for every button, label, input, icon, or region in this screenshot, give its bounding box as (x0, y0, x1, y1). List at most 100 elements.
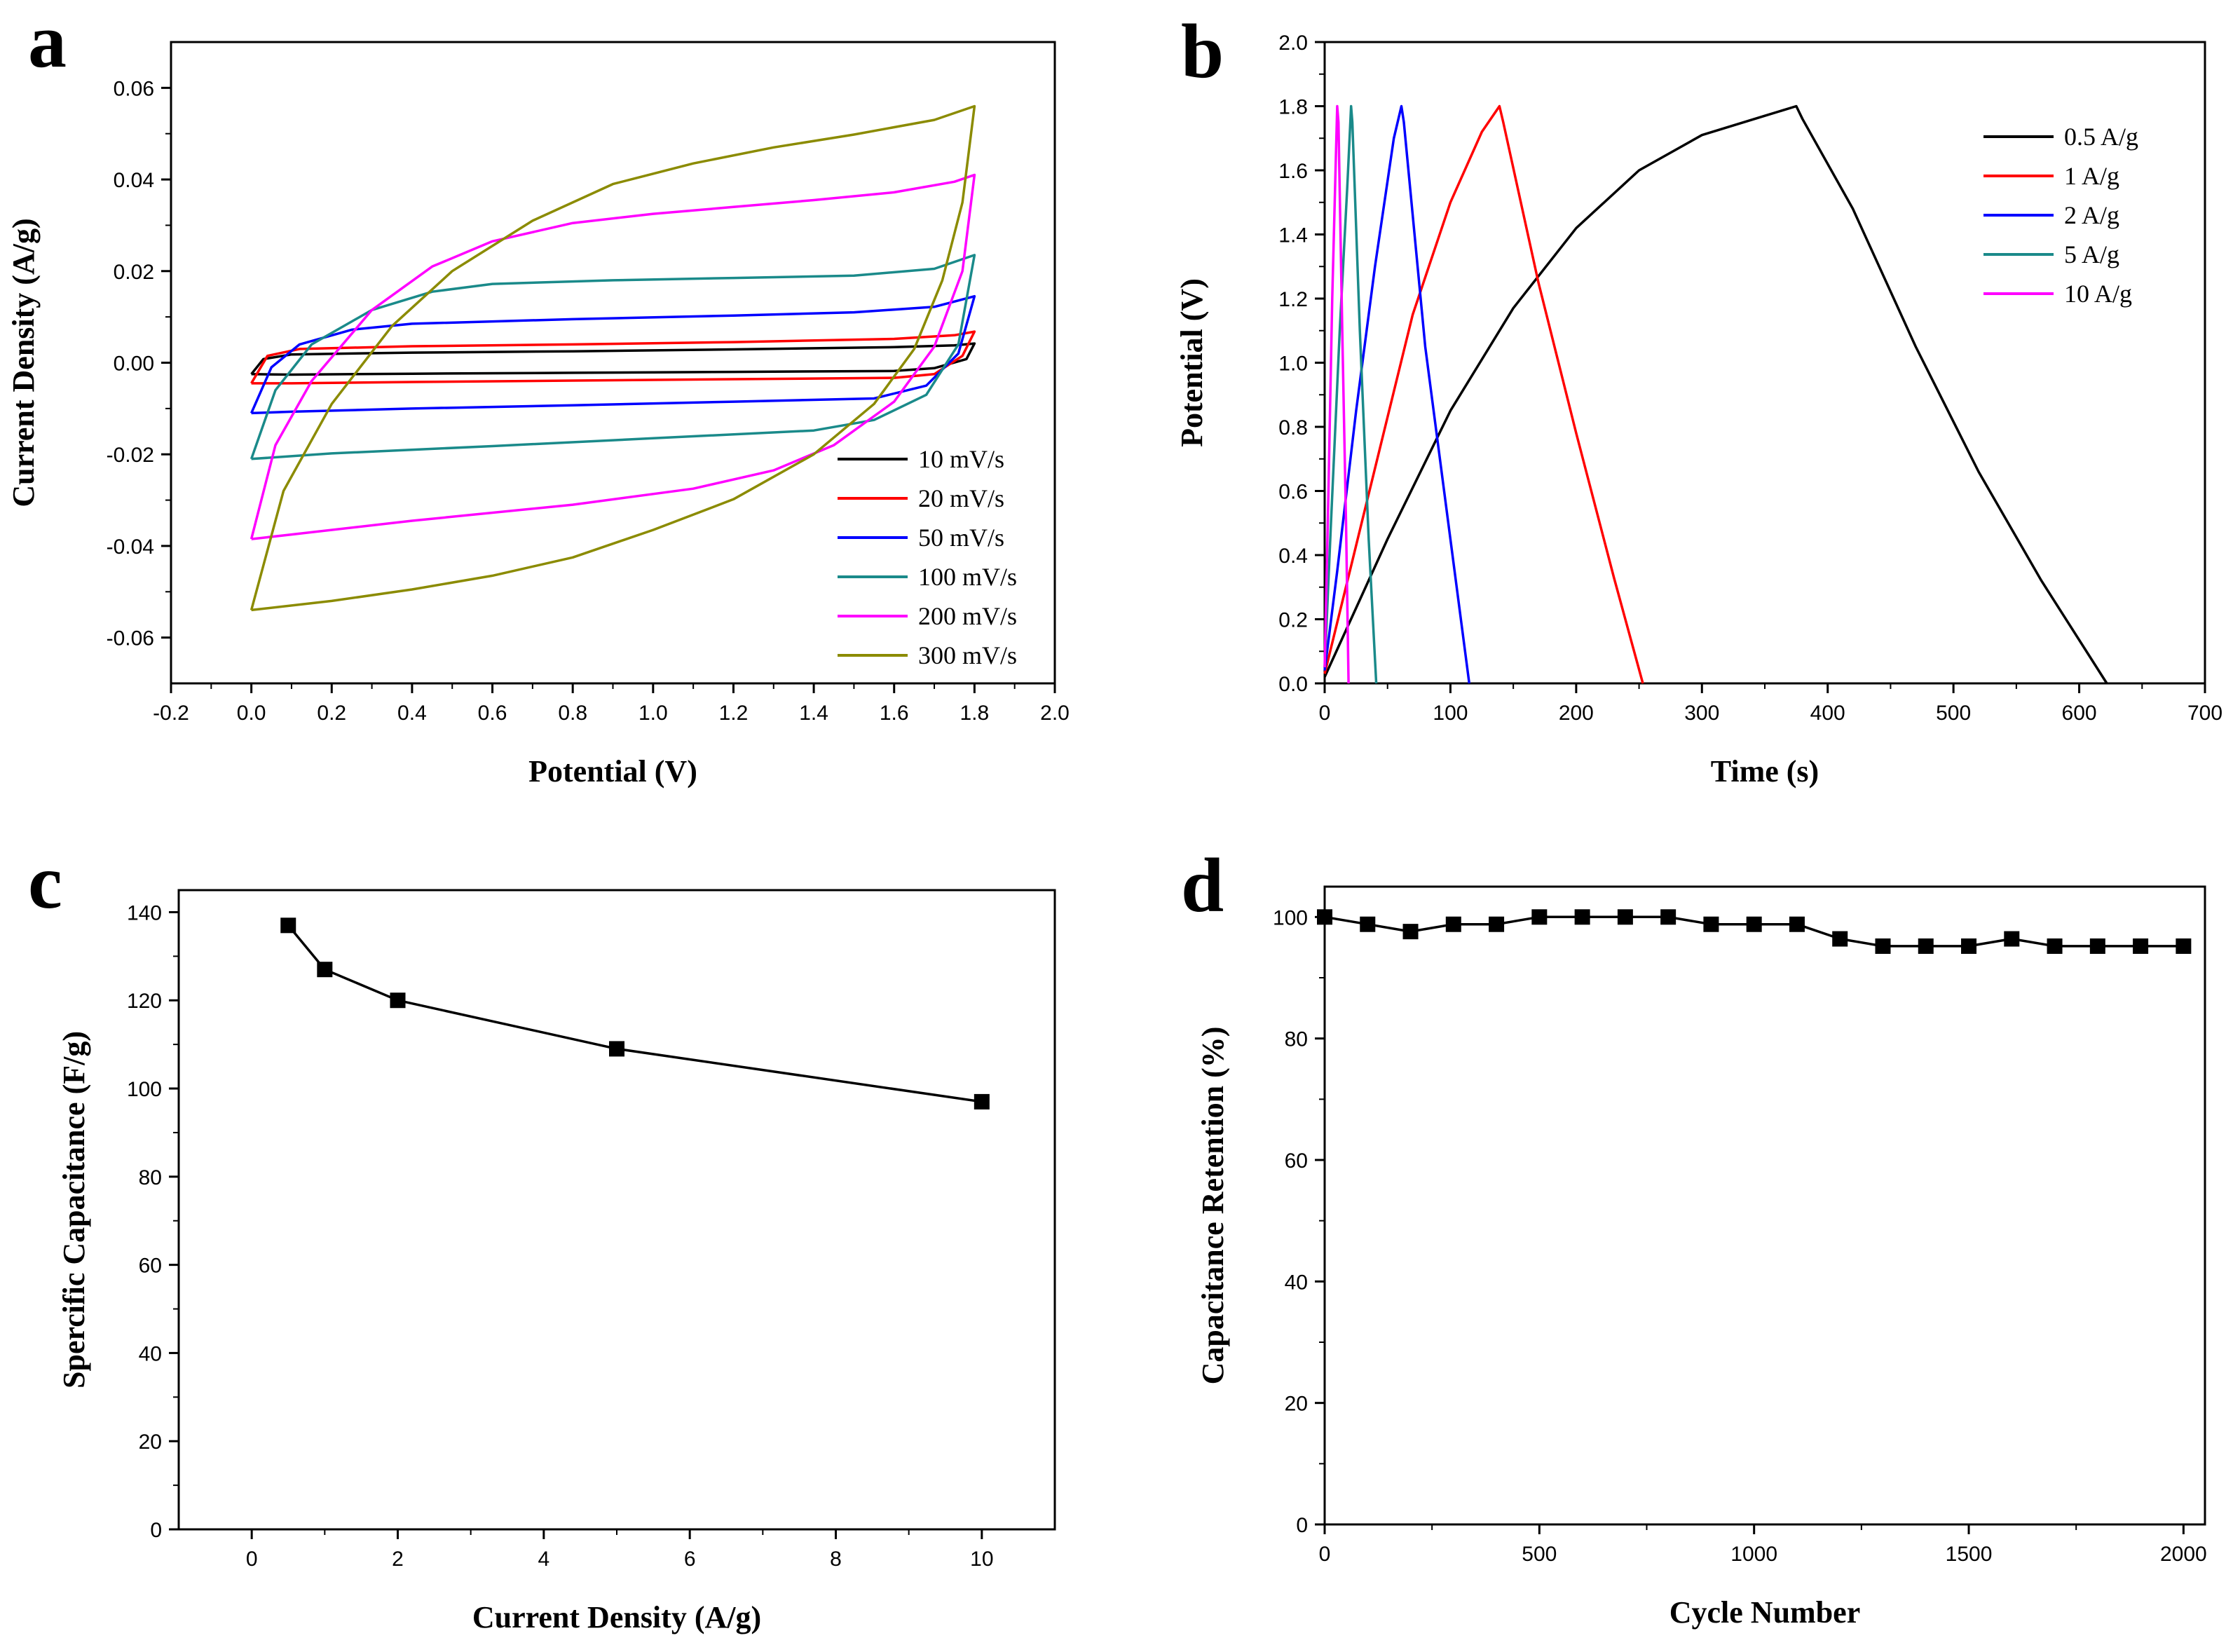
legend-label: 50 mV/s (918, 524, 1004, 552)
y-tick-label: 20 (139, 1431, 162, 1454)
data-point-marker (1360, 916, 1376, 932)
x-tick-label: 0.8 (558, 702, 587, 725)
plot-frame (177, 889, 1056, 1531)
x-tick-label: 0.0 (237, 702, 266, 725)
series-line-c-0 (287, 924, 983, 1103)
x-tick-label: 2.0 (1040, 702, 1070, 725)
y-tick-label: 0.02 (114, 261, 154, 284)
chart-panel-d: d 0 500 1000 1500 2000 0 20 40 60 80 100 Cycle Numbe… (1181, 842, 2207, 1630)
data-point-marker (1574, 909, 1590, 925)
series-line-a-5 (250, 104, 976, 612)
data-point-marker (1489, 916, 1505, 932)
data-point-marker (1445, 916, 1461, 932)
legend-label: 5 A/g (2064, 240, 2119, 268)
y-tick-label: 140 (127, 901, 162, 924)
panel-letter: d (1181, 842, 1224, 928)
x-tick-label: 1.4 (799, 702, 828, 725)
x-tick-label: -0.2 (153, 702, 189, 725)
y-axis-label: Spercific Capacitance (F/g) (57, 1031, 91, 1388)
y-tick-label: 100 (127, 1078, 162, 1101)
x-axis-label: Time (s) (1711, 754, 1819, 789)
plot-frame (1323, 885, 2206, 1526)
x-tick-label: 200 (1559, 702, 1594, 725)
x-tick-label: 700 (2187, 702, 2222, 725)
panel-letter: a (28, 0, 67, 83)
y-tick-label: 0.4 (1278, 545, 1308, 568)
series-line-a-4 (250, 173, 976, 540)
data-point-marker (1789, 916, 1805, 932)
series-line-a-2 (250, 294, 976, 415)
x-tick-label: 2000 (2160, 1543, 2207, 1566)
series-line-a-1 (250, 330, 976, 385)
x-tick-label: 2 (392, 1548, 404, 1571)
legend-label: 200 mV/s (918, 602, 1017, 630)
data-point-marker (974, 1093, 990, 1110)
legend-label: 1 A/g (2064, 162, 2119, 190)
y-tick-label: 40 (1285, 1271, 1308, 1294)
x-tick-label: 1.6 (880, 702, 909, 725)
x-tick-label: 10 (970, 1548, 993, 1571)
x-tick-label: 8 (830, 1548, 842, 1571)
data-point-marker (2089, 938, 2105, 954)
x-tick-label: 0 (1319, 1543, 1331, 1566)
x-tick-label: 300 (1684, 702, 1719, 725)
x-tick-label: 400 (1810, 702, 1845, 725)
x-tick-label: 1.0 (639, 702, 668, 725)
x-tick-label: 0.6 (478, 702, 507, 725)
x-tick-label: 0 (246, 1548, 258, 1571)
y-tick-label: 40 (139, 1342, 162, 1365)
y-tick-label: 20 (1285, 1393, 1308, 1416)
data-point-marker (609, 1041, 624, 1057)
y-tick-label: 0.04 (114, 169, 154, 192)
chart-panel-a: a -0.2 0.0 0.2 0.4 0.6 0.8 1.0 1.2 1.4 1.6 1.8 2.0 -0… (6, 0, 1070, 789)
y-axis-label: Potential (V) (1175, 278, 1209, 447)
data-point-marker (1746, 916, 1762, 932)
y-tick-label: 0.8 (1278, 416, 1308, 439)
y-tick-label: 0.6 (1278, 481, 1308, 504)
x-tick-label: 6 (684, 1548, 696, 1571)
data-point-marker (317, 962, 333, 978)
data-point-marker (1317, 909, 1332, 925)
data-point-marker (2004, 931, 2020, 947)
data-point-marker (1402, 924, 1419, 940)
x-tick-label: 600 (2062, 702, 2097, 725)
y-tick-label: 1.2 (1278, 288, 1308, 311)
series-line-a-3 (250, 254, 976, 460)
x-axis-label: Current Density (A/g) (472, 1600, 761, 1634)
y-tick-label: 100 (1273, 906, 1308, 929)
y-tick-label: 0.06 (114, 77, 154, 100)
x-tick-label: 1500 (1946, 1543, 1993, 1566)
x-tick-label: 0.2 (317, 702, 346, 725)
y-tick-label: 120 (127, 990, 162, 1013)
series-line-b-1 (1323, 104, 1644, 684)
panel-letter: b (1181, 8, 1224, 94)
legend-label: 2 A/g (2064, 201, 2119, 229)
y-tick-label: 1.6 (1278, 160, 1308, 183)
y-tick-label: 80 (1285, 1028, 1308, 1051)
data-point-marker (1617, 909, 1633, 925)
x-tick-label: 1.8 (960, 702, 990, 725)
legend-label: 100 mV/s (918, 563, 1017, 591)
series-line-b-4 (1323, 104, 1350, 684)
y-tick-label: 0.2 (1278, 609, 1308, 632)
data-point-marker (1703, 916, 1719, 932)
y-tick-label: 0 (1296, 1514, 1308, 1537)
data-point-marker (2047, 938, 2063, 954)
x-tick-label: 500 (1522, 1543, 1557, 1566)
y-tick-label: 0.0 (1278, 673, 1308, 696)
y-tick-label: 0.00 (114, 353, 154, 376)
series-line-b-2 (1323, 104, 1471, 684)
legend-label: 0.5 A/g (2064, 123, 2138, 151)
series-line-b-0 (1323, 104, 2108, 684)
data-point-marker (390, 992, 406, 1009)
x-tick-label: 0 (1319, 702, 1331, 725)
data-point-marker (1531, 909, 1548, 925)
y-tick-label: 80 (139, 1166, 162, 1189)
legend-label: 10 A/g (2064, 280, 2132, 308)
y-axis-label: Capacitance Retention (%) (1196, 1027, 1230, 1385)
legend-label: 10 mV/s (918, 445, 1004, 473)
x-tick-label: 1.2 (719, 702, 749, 725)
x-tick-label: 4 (538, 1548, 549, 1571)
